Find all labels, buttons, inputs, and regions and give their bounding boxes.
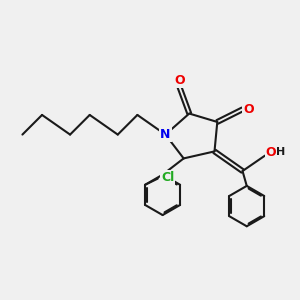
Text: O: O [243, 103, 254, 116]
Text: O: O [266, 146, 277, 159]
Text: Cl: Cl [161, 171, 174, 184]
Text: N: N [160, 128, 171, 141]
Text: H: H [276, 147, 285, 157]
Text: O: O [174, 74, 185, 87]
